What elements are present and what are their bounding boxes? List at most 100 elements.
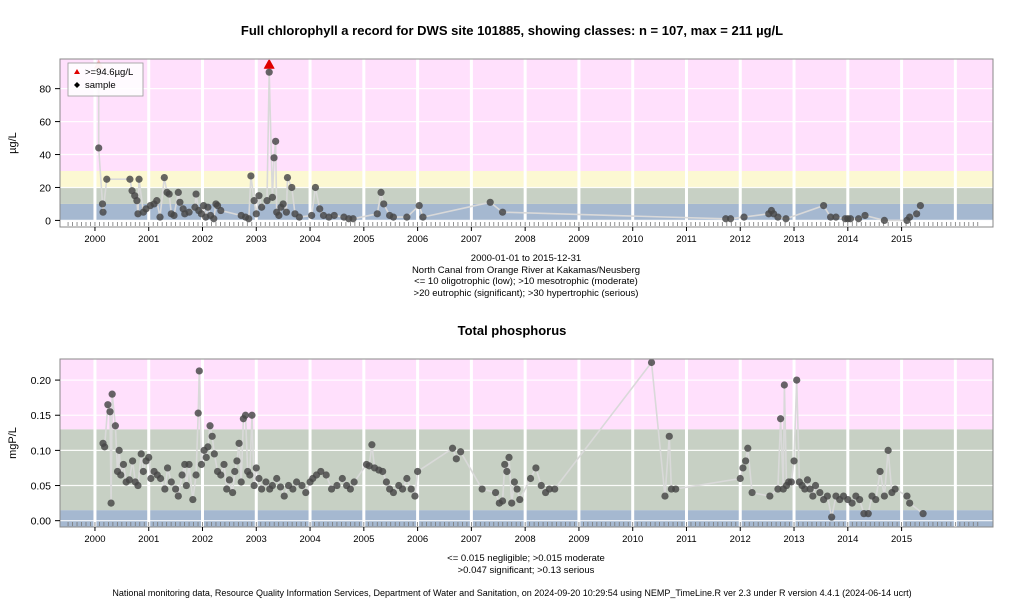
data-point [115,446,123,454]
data-point [247,172,255,180]
data-point [265,68,273,76]
data-point [255,474,263,483]
plot-frame [59,358,994,528]
data-point [382,478,391,486]
data-point [182,481,190,490]
data-point [192,471,200,479]
data-point [330,211,338,220]
data-point [780,381,788,389]
data-point [826,213,835,221]
data-point [380,200,388,208]
data-point [872,495,880,504]
data-point [457,448,465,456]
data-point [316,205,324,213]
data-point [134,481,142,490]
x-tick-label: 2004 [299,234,320,245]
data-point [661,492,669,500]
data-point [403,474,411,483]
x-tick-label: 2001 [138,234,159,245]
data-point [491,488,500,497]
data-point [204,203,212,211]
data-point [537,481,545,490]
chart-title-chlorophyll: Full chlorophyll a record for DWS site 1… [240,23,784,38]
data-point [137,450,145,458]
data-point [125,476,133,484]
data-point [170,211,178,220]
data-point [275,211,283,220]
data-point [820,201,828,210]
data-point [217,206,225,215]
data-point [220,460,228,469]
data-point [398,485,407,493]
data-point [174,188,182,197]
y-tick-label: 0.15 [31,410,52,422]
data-point [189,495,197,504]
data-point [258,485,266,493]
data-point [252,210,260,218]
data-point [258,203,266,211]
data-point [891,485,899,493]
data-point [766,492,774,500]
data-point [787,478,795,486]
data-point [202,453,210,462]
data-point [793,376,801,384]
data-point [856,495,864,504]
data-point [486,198,494,206]
data-point [774,485,782,493]
data-point [147,474,155,483]
data-point [498,497,507,505]
y-tick-label: 40 [39,150,51,162]
data-point [178,471,186,479]
data-point [508,499,516,507]
data-point [283,173,292,182]
x-tick-label: 2002 [192,534,213,545]
data-point [235,439,243,447]
data-point [302,488,310,497]
legend-triangle-icon [74,69,80,74]
data-point [880,216,888,225]
footer-note: National monitoring data, Resource Quali… [112,588,912,598]
capped-point-marker [264,59,275,69]
data-point [545,485,553,493]
data-point [848,499,856,507]
data-point [98,200,107,208]
data-point [107,499,115,507]
data-point [801,485,809,493]
data-point [349,215,357,223]
data-point [389,488,398,497]
data-point [111,422,119,430]
data-point [273,474,281,483]
x-tick-label: 2015 [891,534,912,545]
plot-frame [59,58,994,228]
data-point [846,215,855,223]
data-point [268,193,277,201]
data-point [736,474,744,483]
data-point [513,485,521,493]
caption-line: >20 eutrophic (significant); >30 hypertr… [413,287,639,299]
data-point [263,197,271,205]
data-point [665,432,673,440]
data-point [276,483,285,491]
x-tick-label: 2014 [837,234,858,245]
data-point [880,492,888,500]
x-tick-label: 2008 [515,534,536,545]
data-point [803,476,812,484]
data-point [156,474,165,483]
data-point [210,215,218,223]
phosphorus-plot: 0.00 0.05 0.10 0.15 0.20 2000 2001 2002 2003 2004… [7,358,994,545]
caption-line: >0.047 significant; >0.13 serious [457,564,595,576]
data-point [195,367,203,375]
data-point [210,450,218,458]
data-point [832,213,840,221]
data-point [415,201,423,210]
x-tick-label: 2008 [515,234,536,245]
data-point [861,211,869,220]
data-point [368,441,376,449]
caption-line: 2000-01-01 to 2015-12-31 [470,253,582,264]
data-point [816,488,824,497]
x-tick-label: 2011 [676,534,696,545]
x-tick-label: 2014 [837,534,858,545]
y-tick-label: 80 [39,84,51,96]
data-point [99,208,107,216]
